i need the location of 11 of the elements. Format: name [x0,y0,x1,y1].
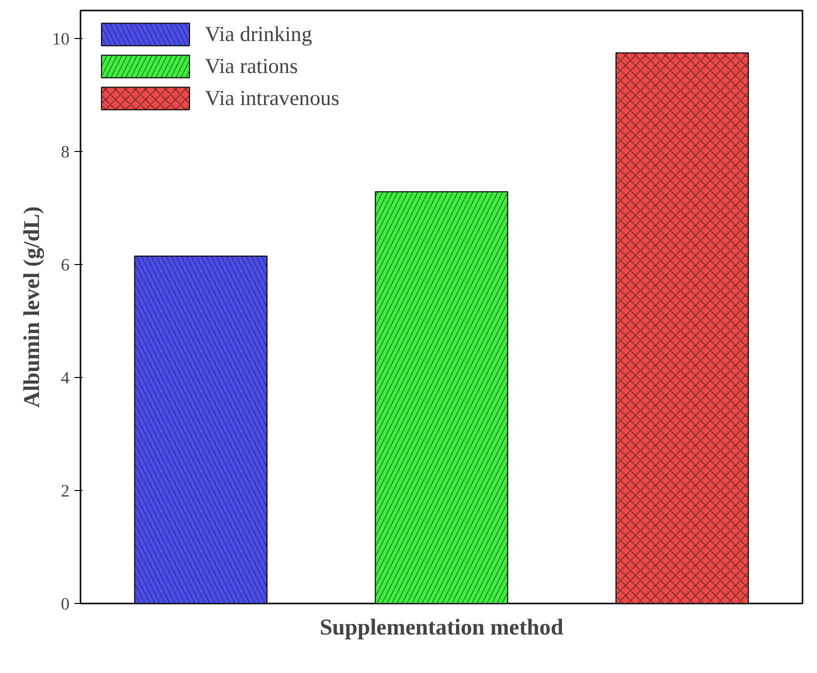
y-tick-label: 6 [60,256,70,275]
legend-label: Via intravenous [205,86,340,110]
y-tick-label: 4 [60,368,70,388]
x-axis-title: Supplementation method [320,614,564,640]
y-tick-label: 2 [60,482,70,501]
legend-label: Via rations [205,54,298,78]
y-axis-title: Albumin level (g/dL) [19,206,44,408]
legend-label: Via drinking [205,22,312,46]
y-tick-label: 8 [60,142,70,162]
y-tick-label: 0 [60,594,70,614]
y-tick-label: 10 [52,30,70,49]
